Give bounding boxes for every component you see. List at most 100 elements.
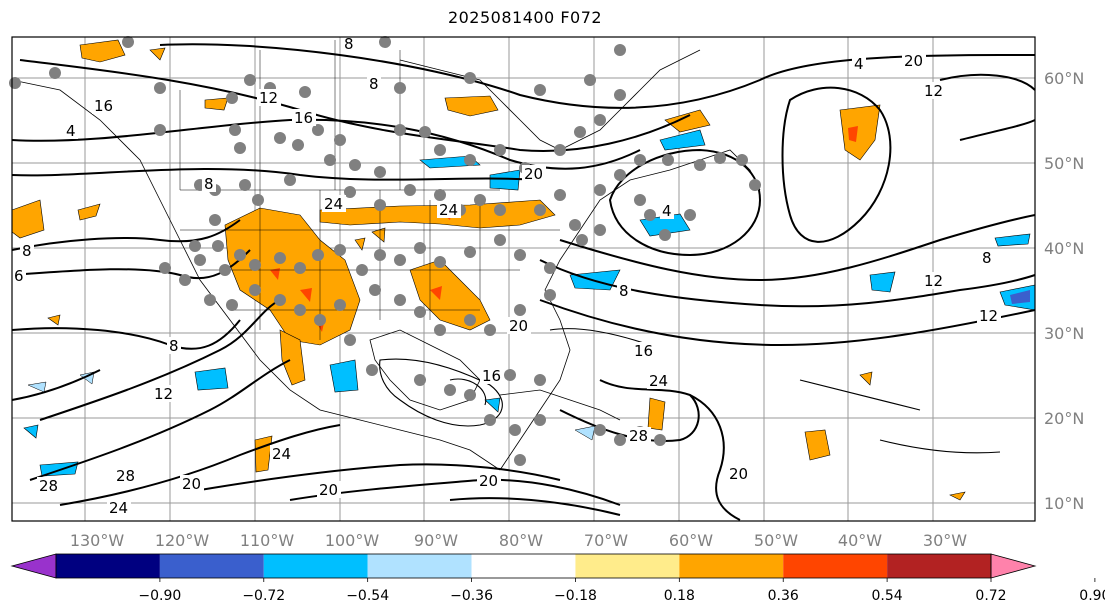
station-dot — [154, 82, 166, 94]
station-dot — [324, 154, 336, 166]
station-dot — [504, 369, 516, 381]
contour-label: 24 — [439, 201, 458, 219]
colorbar-segment — [56, 554, 160, 578]
contour-label: 20 — [904, 52, 923, 70]
colorbar — [10, 553, 1037, 579]
station-dot — [404, 184, 416, 196]
station-dot — [312, 124, 324, 136]
station-dot — [284, 174, 296, 186]
station-dot — [366, 364, 378, 376]
contour-label: 24 — [109, 499, 128, 517]
station-dot — [334, 244, 346, 256]
station-dot — [714, 152, 726, 164]
station-dot — [239, 179, 251, 191]
station-dot — [662, 154, 674, 166]
station-dot — [594, 424, 606, 436]
station-dot — [534, 414, 546, 426]
contour-label: 28 — [629, 427, 648, 445]
station-dot — [414, 374, 426, 386]
station-dot — [419, 126, 431, 138]
contour-label: 28 — [39, 477, 58, 495]
station-dot — [444, 384, 456, 396]
station-dot — [684, 209, 696, 221]
map-title: 2025081400 F072 — [447, 8, 603, 27]
latitude-label: 10°N — [1044, 494, 1084, 513]
longitude-label: 110°W — [240, 531, 295, 550]
station-dot — [694, 159, 706, 171]
station-dot — [249, 259, 261, 271]
station-dot — [576, 234, 588, 246]
station-dot — [544, 262, 556, 274]
station-dot — [614, 169, 626, 181]
latitude-label: 50°N — [1044, 154, 1084, 173]
station-dot — [292, 139, 304, 151]
station-dot — [274, 294, 286, 306]
latitude-label: 40°N — [1044, 239, 1084, 258]
station-dot — [226, 299, 238, 311]
station-dot — [594, 224, 606, 236]
station-dot — [204, 294, 216, 306]
station-dot — [294, 304, 306, 316]
colorbar-segment — [887, 554, 991, 578]
station-dot — [514, 249, 526, 261]
station-dot — [514, 304, 526, 316]
deep-negative-shading — [1010, 290, 1030, 304]
colorbar-tick-label: −0.18 — [554, 588, 597, 604]
station-dot — [634, 154, 646, 166]
station-dot — [749, 179, 761, 191]
longitude-label: 100°W — [325, 531, 380, 550]
contour-label: 24 — [649, 372, 668, 390]
station-dot — [374, 166, 386, 178]
contour-label: 16 — [294, 109, 313, 127]
station-dot — [212, 240, 224, 252]
station-dot — [614, 44, 626, 56]
longitude-label: 130°W — [70, 531, 125, 550]
station-dot — [294, 262, 306, 274]
station-dot — [594, 114, 606, 126]
station-dot — [159, 262, 171, 274]
latitude-label: 60°N — [1044, 69, 1084, 88]
station-dot — [274, 252, 286, 264]
map-panel: 8 8 16 12 16 4 20 8 24 24 8 6 8 12 28 20 24 20 28 24 20 16 20 2… — [9, 35, 1036, 522]
station-dot — [569, 219, 581, 231]
station-dot — [374, 199, 386, 211]
station-dot — [434, 324, 446, 336]
colorbar-segment — [783, 554, 888, 578]
station-dot — [219, 264, 231, 276]
colorbar-segment — [263, 554, 368, 578]
station-dot — [9, 77, 21, 89]
station-dot — [344, 186, 356, 198]
station-dot — [349, 159, 361, 171]
station-dot — [634, 194, 646, 206]
station-dot — [122, 36, 134, 48]
contour-label: 12 — [924, 82, 943, 100]
station-dot — [394, 124, 406, 136]
thin-contours — [379, 328, 1001, 454]
contour-label: 8 — [204, 175, 214, 193]
latitude-label: 30°N — [1044, 324, 1084, 343]
station-dot — [584, 74, 596, 86]
station-dot — [594, 184, 606, 196]
station-dot — [229, 124, 241, 136]
station-dot — [434, 256, 446, 268]
station-dot — [414, 242, 426, 254]
station-dot — [474, 194, 486, 206]
station-dot — [544, 289, 556, 301]
contour-label: 8 — [619, 282, 629, 300]
station-dot — [614, 89, 626, 101]
station-dot — [534, 84, 546, 96]
station-dot — [314, 314, 326, 326]
contour-label: 8 — [22, 242, 32, 260]
contour-label: 4 — [662, 202, 672, 220]
station-dot — [49, 67, 61, 79]
contour-label: 8 — [369, 75, 379, 93]
contour-label: 20 — [729, 465, 748, 483]
station-dot — [644, 209, 656, 221]
contour-label: 12 — [154, 385, 173, 403]
station-dot — [209, 214, 221, 226]
station-dot — [554, 189, 566, 201]
station-dot — [312, 249, 324, 261]
colorbar-segment — [471, 554, 576, 578]
station-dot — [464, 154, 476, 166]
